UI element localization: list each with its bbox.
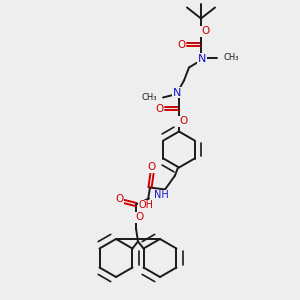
Text: O: O [155, 103, 163, 113]
Text: O: O [201, 26, 209, 37]
Text: CH₃: CH₃ [223, 53, 239, 62]
Text: O: O [177, 40, 185, 50]
Text: O: O [115, 194, 123, 203]
Text: N: N [173, 88, 181, 98]
Text: N: N [198, 53, 206, 64]
Text: O: O [179, 116, 187, 127]
Text: CH₃: CH₃ [142, 93, 157, 102]
Text: O: O [136, 212, 144, 223]
Text: O: O [148, 163, 156, 172]
Text: NH: NH [154, 190, 169, 200]
Text: OH: OH [139, 200, 154, 211]
